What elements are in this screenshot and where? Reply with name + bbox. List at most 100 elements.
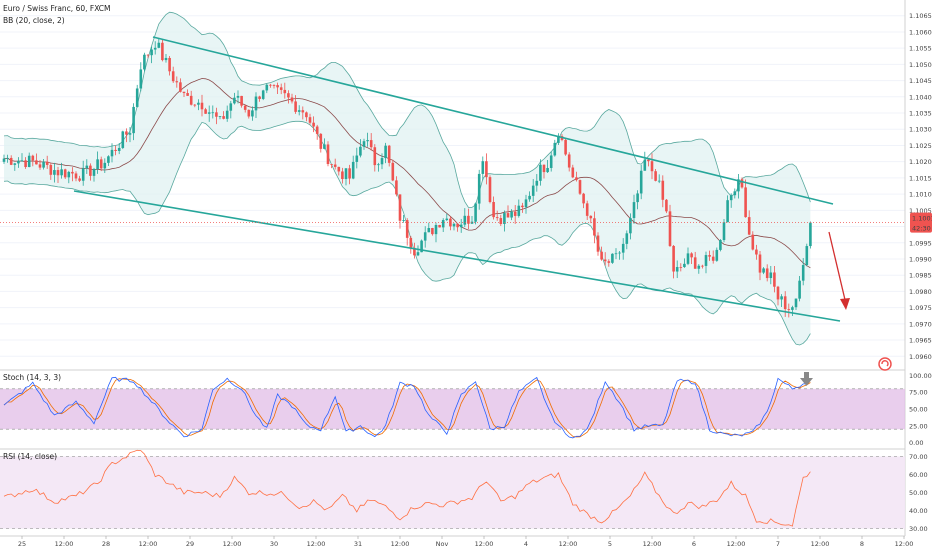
tradingview-logo-icon[interactable]: [878, 357, 892, 371]
stochastic-panel[interactable]: [0, 372, 905, 439]
candle: [330, 164, 333, 169]
candle: [711, 250, 715, 264]
candle: [510, 209, 513, 221]
candle: [225, 105, 229, 122]
candle: [6, 154, 9, 163]
candle: [783, 291, 787, 317]
candle: [359, 139, 362, 158]
trend-channel[interactable]: [73, 36, 841, 322]
candle: [801, 258, 805, 286]
candle: [337, 166, 341, 176]
candle: [355, 147, 359, 169]
candle: [233, 92, 236, 105]
price-axis[interactable]: 1.10650 1.10600 1.10550 1.10500 1.10450 1.104…: [909, 12, 932, 361]
candle: [74, 171, 78, 182]
symbol-title[interactable]: Euro / Swiss Franc, 60, FXCM: [3, 4, 111, 13]
bollinger-legend[interactable]: BB (20, close, 2): [3, 16, 65, 25]
candle: [549, 151, 553, 172]
candle: [557, 133, 560, 145]
time-tick-label: 25: [18, 540, 26, 548]
candle: [323, 138, 326, 150]
time-tick-label: 12:00: [559, 540, 578, 548]
candle: [751, 231, 755, 251]
price-tick-label: 1.10200: [909, 158, 932, 166]
candle: [391, 159, 395, 182]
candle: [438, 224, 441, 228]
rsi-panel[interactable]: [0, 449, 905, 529]
candle: [31, 154, 35, 167]
rsi-tick-label: 70.00: [909, 453, 928, 461]
price-tick-label: 1.09800: [909, 288, 932, 296]
candle: [53, 162, 56, 183]
candle: [686, 247, 690, 266]
candle: [38, 160, 42, 170]
time-tick-label: 5: [608, 540, 612, 548]
candle: [67, 170, 71, 184]
candle: [603, 252, 607, 266]
candle: [157, 38, 161, 49]
candle: [524, 194, 528, 214]
candle: [222, 111, 225, 120]
candle: [96, 151, 99, 174]
candle: [744, 179, 747, 218]
candle: [171, 66, 175, 83]
price-tick-label: 1.09950: [909, 239, 932, 247]
stochastic-legend[interactable]: Stoch (14, 3, 3): [3, 373, 61, 382]
candle: [708, 250, 711, 261]
candle: [279, 83, 283, 95]
rsi-axis: 70.00 60.00 50.00 40.00 30.00: [909, 453, 928, 533]
candle: [344, 168, 348, 186]
stochastic-tick-label: 50.00: [909, 406, 928, 414]
candle: [672, 244, 675, 279]
candle: [409, 235, 413, 254]
candle: [607, 259, 611, 267]
candle: [193, 104, 197, 108]
candle: [413, 242, 416, 259]
candle: [434, 222, 438, 243]
candle: [755, 244, 758, 260]
candle: [186, 89, 189, 96]
candle: [240, 95, 243, 108]
stochastic-d-line: [3, 378, 811, 438]
time-axis[interactable]: 25 12:00 28 12:00 29 12:00 30 12:00 31 12:00 Nov 12…: [18, 536, 932, 548]
forecast-arrow[interactable]: [828, 231, 850, 310]
candle: [99, 156, 103, 172]
candle: [218, 115, 222, 120]
price-tick-label: 1.09750: [909, 304, 932, 312]
candle: [477, 169, 481, 210]
rsi-legend[interactable]: RSI (14, close): [3, 452, 57, 461]
candle: [704, 251, 708, 274]
candle: [636, 190, 639, 210]
candle: [571, 164, 575, 179]
candle: [621, 238, 625, 260]
candle: [369, 133, 373, 151]
candle: [780, 294, 783, 307]
candle: [683, 258, 686, 268]
candle: [769, 265, 773, 285]
candle: [423, 226, 427, 248]
candle: [175, 76, 179, 88]
candle: [207, 105, 211, 122]
candle: [762, 267, 765, 275]
time-tick-label: 31: [354, 540, 362, 548]
channel-upper-line[interactable]: [152, 36, 834, 205]
channel-lower-line[interactable]: [73, 190, 841, 322]
candle: [787, 303, 791, 318]
candle: [395, 176, 398, 197]
candle: [719, 239, 722, 252]
time-tick-label: 12:00: [895, 540, 914, 548]
candle: [366, 132, 369, 147]
candle: [333, 158, 337, 170]
candle: [265, 83, 269, 94]
candle: [269, 83, 272, 88]
price-tick-label: 1.10400: [909, 93, 932, 101]
signal-arrow-shaft: [804, 372, 809, 379]
candle: [215, 107, 218, 125]
forecast-arrow-line: [828, 231, 847, 305]
candle: [726, 195, 729, 223]
candle: [481, 156, 485, 181]
candle: [585, 200, 589, 221]
candle: [24, 157, 27, 169]
price-tick-label: 1.09700: [909, 320, 932, 328]
